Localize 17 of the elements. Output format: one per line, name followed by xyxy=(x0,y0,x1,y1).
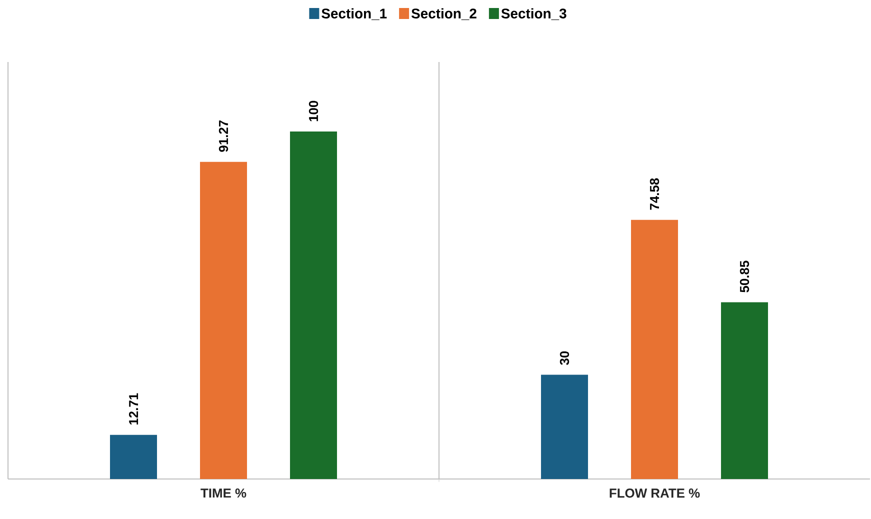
data-label: 100 xyxy=(308,100,318,122)
legend-label: Section_3 xyxy=(501,8,566,20)
bar xyxy=(721,302,768,479)
bar xyxy=(200,162,248,479)
legend-label: Section_1 xyxy=(322,8,387,20)
bar xyxy=(110,434,157,479)
data-label: 50.85 xyxy=(740,260,750,292)
data-label: 12.71 xyxy=(128,393,138,424)
x-tick-label: TIME % xyxy=(200,488,246,498)
data-label: 30 xyxy=(560,351,570,365)
bar xyxy=(631,220,678,479)
data-label: 74.58 xyxy=(650,178,660,210)
legend-label: Section_2 xyxy=(411,8,476,20)
data-label: 91.27 xyxy=(218,120,228,152)
x-tick-label: FLOW RATE % xyxy=(610,488,700,498)
bar xyxy=(290,131,338,479)
bar xyxy=(541,374,588,479)
